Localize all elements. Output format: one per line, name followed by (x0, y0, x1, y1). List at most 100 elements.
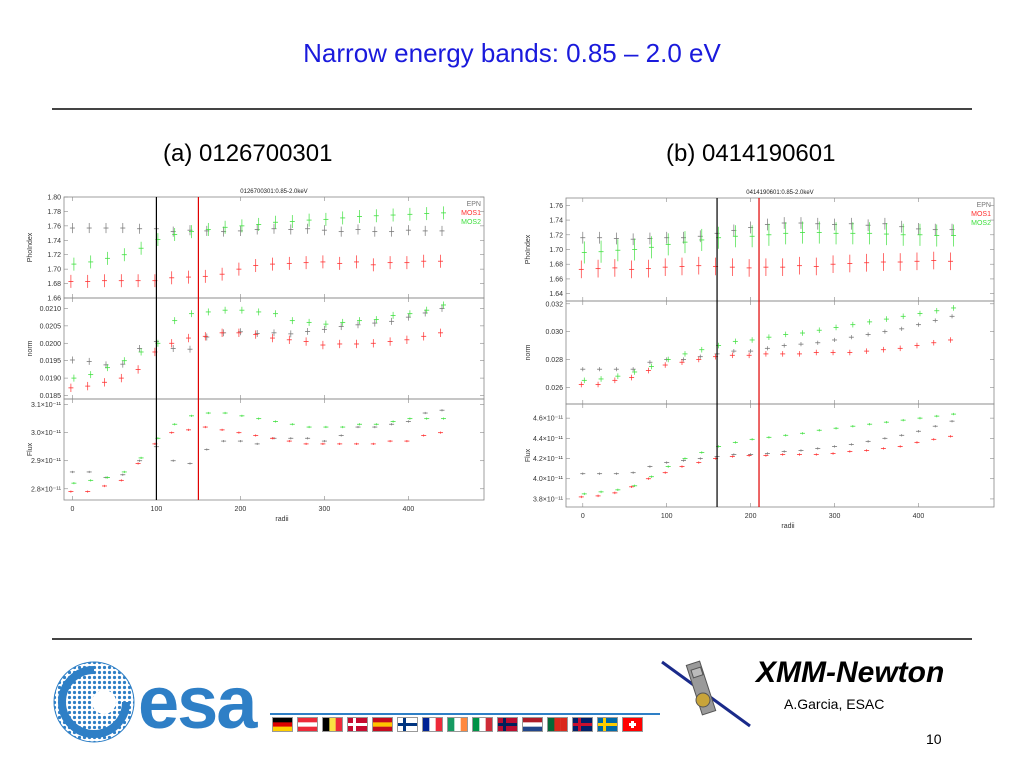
data-point-mos1 (135, 274, 141, 288)
data-point-mos1 (186, 428, 191, 431)
data-point-epn (321, 225, 327, 236)
data-point-mos2 (648, 475, 654, 478)
data-point-epn (338, 226, 344, 237)
data-point-epn (405, 225, 411, 236)
data-point-mos1 (746, 259, 752, 277)
data-point-mos2 (816, 429, 822, 432)
data-point-mos1 (595, 381, 601, 388)
x-tick-label: 400 (913, 513, 925, 520)
data-point-epn (832, 445, 838, 448)
page-number: 10 (926, 731, 942, 747)
data-point-mos2 (222, 220, 228, 234)
data-point-mos2 (424, 306, 430, 314)
data-point-epn (120, 360, 126, 368)
x-tick-label: 400 (403, 506, 415, 513)
data-point-mos1 (202, 425, 208, 429)
panel-b-label: (b) 0414190601 (666, 140, 836, 167)
italy-flag-icon (472, 717, 493, 732)
data-point-mos1 (421, 332, 427, 341)
data-point-mos1 (780, 351, 786, 357)
data-point-epn (915, 322, 921, 327)
legend-entry-epn: EPN (977, 202, 991, 209)
legend-entry-mos1: MOS1 (461, 210, 481, 217)
data-point-mos1 (169, 431, 175, 434)
data-point-mos2 (239, 306, 245, 314)
data-point-mos1 (948, 435, 954, 438)
data-point-mos1 (68, 383, 74, 393)
data-point-mos1 (370, 258, 376, 272)
plot-background (22, 184, 490, 530)
data-point-mos2 (373, 423, 379, 426)
france-flag-icon (422, 717, 443, 732)
y-axis-label: norm (27, 340, 34, 356)
data-point-mos1 (404, 439, 410, 443)
data-point-mos1 (135, 462, 141, 465)
data-point-mos2 (289, 317, 295, 325)
data-point-mos2 (850, 222, 856, 245)
data-point-mos1 (830, 255, 836, 274)
data-point-mos1 (85, 274, 91, 288)
data-point-mos2 (648, 236, 654, 259)
y-tick-label: 1.68 (47, 281, 61, 288)
data-point-mos2 (71, 257, 77, 271)
data-point-mos2 (407, 207, 413, 221)
data-point-epn (731, 349, 737, 354)
data-point-mos1 (864, 449, 870, 452)
data-point-mos1 (612, 259, 618, 277)
y-tick-label: 1.68 (549, 262, 563, 269)
finland-flag-icon (397, 717, 418, 732)
data-point-epn (899, 326, 905, 331)
data-point-mos1 (948, 337, 954, 343)
data-point-mos2 (289, 215, 295, 229)
data-point-mos2 (581, 492, 587, 496)
y-tick-label: 0.0190 (40, 376, 62, 383)
data-point-mos1 (763, 454, 769, 457)
y-tick-label: 1.78 (47, 209, 61, 216)
data-point-mos2 (189, 310, 194, 318)
data-point-epn (137, 459, 143, 462)
netherlands-flag-icon (522, 717, 543, 732)
y-axis-label: norm (525, 344, 532, 360)
y-tick-label: 4.2×10⁻¹¹ (533, 456, 564, 463)
data-point-mos2 (172, 423, 178, 426)
data-point-mos2 (205, 308, 211, 316)
data-point-mos1 (763, 258, 769, 276)
denmark-flag-icon (347, 717, 368, 732)
x-tick-label: 300 (319, 506, 331, 513)
data-point-mos1 (729, 455, 735, 458)
data-point-epn (815, 340, 821, 345)
data-point-mos1 (68, 490, 74, 493)
y-tick-label: 1.64 (549, 291, 563, 298)
data-point-mos1 (847, 450, 853, 453)
data-point-mos2 (273, 215, 278, 229)
data-point-epn (355, 425, 361, 429)
data-point-mos1 (662, 258, 668, 276)
data-point-mos1 (286, 256, 292, 270)
panel-a-label: (a) 0126700301 (163, 140, 333, 167)
data-point-mos1 (102, 274, 107, 288)
data-point-mos1 (370, 339, 376, 348)
legend-entry-mos2: MOS2 (971, 220, 991, 227)
data-point-epn (798, 342, 804, 347)
switzerland-flag-icon (622, 717, 643, 732)
bottom-divider (52, 638, 972, 640)
data-point-epn (915, 430, 921, 433)
data-point-epn (815, 447, 821, 450)
data-point-mos1 (662, 471, 668, 474)
data-point-epn (949, 314, 955, 319)
data-point-mos1 (796, 256, 802, 275)
data-point-mos1 (931, 339, 937, 346)
data-point-mos1 (897, 445, 903, 448)
data-point-mos2 (222, 306, 228, 314)
data-point-mos1 (404, 256, 410, 270)
data-point-mos1 (914, 342, 920, 349)
data-point-epn (389, 226, 395, 237)
data-point-epn (422, 225, 428, 236)
data-point-mos1 (880, 447, 886, 450)
y-tick-label: 0.0200 (40, 341, 62, 348)
data-point-epn (86, 470, 92, 474)
data-point-mos2 (121, 248, 127, 262)
data-point-mos2 (833, 427, 839, 430)
data-point-mos2 (917, 223, 923, 246)
data-point-mos1 (813, 349, 819, 356)
